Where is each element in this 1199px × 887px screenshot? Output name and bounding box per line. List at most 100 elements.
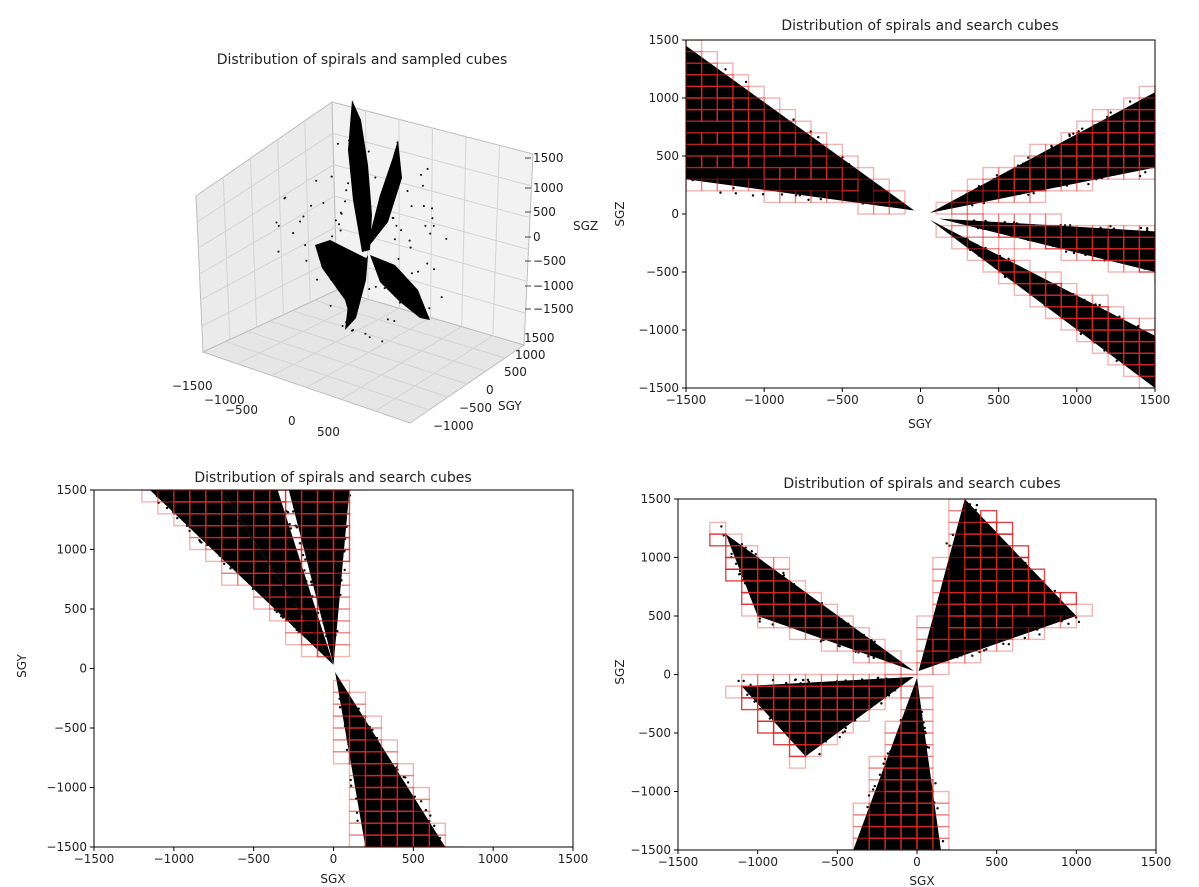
data-point — [386, 843, 390, 847]
data-point — [737, 547, 740, 551]
data-point — [750, 573, 753, 576]
data-point — [1073, 228, 1077, 232]
data-point — [743, 582, 747, 585]
search-cube — [841, 178, 859, 192]
data-point — [813, 633, 816, 636]
search-cube — [300, 620, 319, 634]
data-point — [755, 162, 759, 166]
data-point — [744, 576, 748, 580]
z-tick-label: 1000 — [533, 181, 564, 195]
data-point — [353, 711, 356, 714]
data-point — [817, 188, 820, 192]
data-point — [1148, 333, 1151, 336]
data-point — [211, 533, 215, 536]
data-point — [1053, 231, 1057, 235]
data-point — [303, 605, 306, 608]
y-tick-label: 1000 — [648, 91, 679, 105]
data-point — [879, 795, 882, 798]
data-point — [281, 616, 285, 619]
spiral-arm — [916, 499, 1093, 676]
data-point — [278, 529, 281, 533]
data-point — [1129, 230, 1133, 234]
data-point — [776, 610, 780, 614]
search-cube — [794, 190, 812, 204]
search-cube — [995, 638, 1014, 652]
data-point — [338, 554, 342, 557]
search-cube — [1091, 108, 1109, 122]
data-point — [797, 595, 800, 598]
data-point — [990, 225, 993, 229]
data-point — [963, 503, 966, 507]
data-point — [1136, 350, 1140, 353]
data-point — [967, 244, 971, 247]
data-point — [967, 202, 970, 205]
data-point — [982, 541, 985, 545]
data-point — [982, 201, 986, 205]
search-cube — [980, 509, 998, 524]
data-point — [691, 178, 694, 182]
data-point — [724, 68, 727, 71]
data-point — [877, 694, 880, 697]
search-cube — [284, 536, 303, 551]
data-point — [834, 618, 837, 622]
data-point — [317, 632, 320, 636]
search-cube — [1154, 85, 1155, 99]
data-point — [381, 757, 385, 761]
data-point — [155, 494, 159, 498]
data-point — [332, 614, 335, 617]
data-point — [997, 254, 1000, 258]
data-point — [307, 547, 310, 550]
data-point — [276, 608, 280, 612]
search-cube — [332, 751, 351, 765]
search-cube — [763, 120, 781, 134]
data-point — [352, 740, 356, 743]
search-cubes — [935, 85, 1155, 215]
data-point — [1157, 141, 1159, 143]
data-point — [807, 198, 810, 201]
axis-label-y: SGZ — [613, 201, 627, 226]
data-point — [984, 251, 987, 255]
data-point — [327, 634, 330, 637]
data-point — [416, 300, 419, 303]
plot-area — [679, 40, 1159, 388]
data-point — [323, 602, 326, 606]
search-cube — [935, 224, 953, 238]
data-point — [982, 574, 985, 578]
data-point — [1087, 152, 1090, 156]
data-point — [885, 659, 888, 662]
data-point — [933, 801, 936, 804]
data-point — [1051, 244, 1055, 248]
data-point — [891, 750, 895, 753]
data-point — [1010, 277, 1013, 280]
search-cube — [1027, 626, 1046, 641]
search-cube — [332, 703, 351, 717]
y-tick-label: −500 — [54, 721, 87, 735]
data-point — [264, 491, 268, 495]
data-point — [880, 828, 883, 831]
data-point — [309, 634, 312, 637]
data-point — [346, 737, 349, 741]
data-point — [325, 579, 329, 583]
data-point — [261, 580, 264, 583]
data-point — [239, 490, 243, 494]
grid-line — [201, 258, 337, 327]
y-tick-label: −1000 — [630, 785, 671, 799]
data-point — [881, 689, 885, 693]
search-cube — [825, 143, 844, 157]
search-cube — [852, 650, 870, 664]
data-point — [1138, 174, 1142, 178]
data-point — [1026, 232, 1029, 236]
data-point — [251, 587, 255, 591]
data-point — [679, 108, 681, 110]
data-point — [322, 611, 326, 614]
search-cube — [872, 178, 890, 192]
data-point — [342, 714, 346, 717]
data-point — [211, 530, 215, 533]
data-point — [913, 713, 916, 716]
spiral-arm-points — [686, 45, 915, 211]
search-cube — [836, 720, 854, 734]
data-point — [1145, 227, 1149, 230]
data-point — [336, 142, 339, 145]
data-point — [794, 194, 798, 197]
search-cube — [966, 213, 984, 227]
